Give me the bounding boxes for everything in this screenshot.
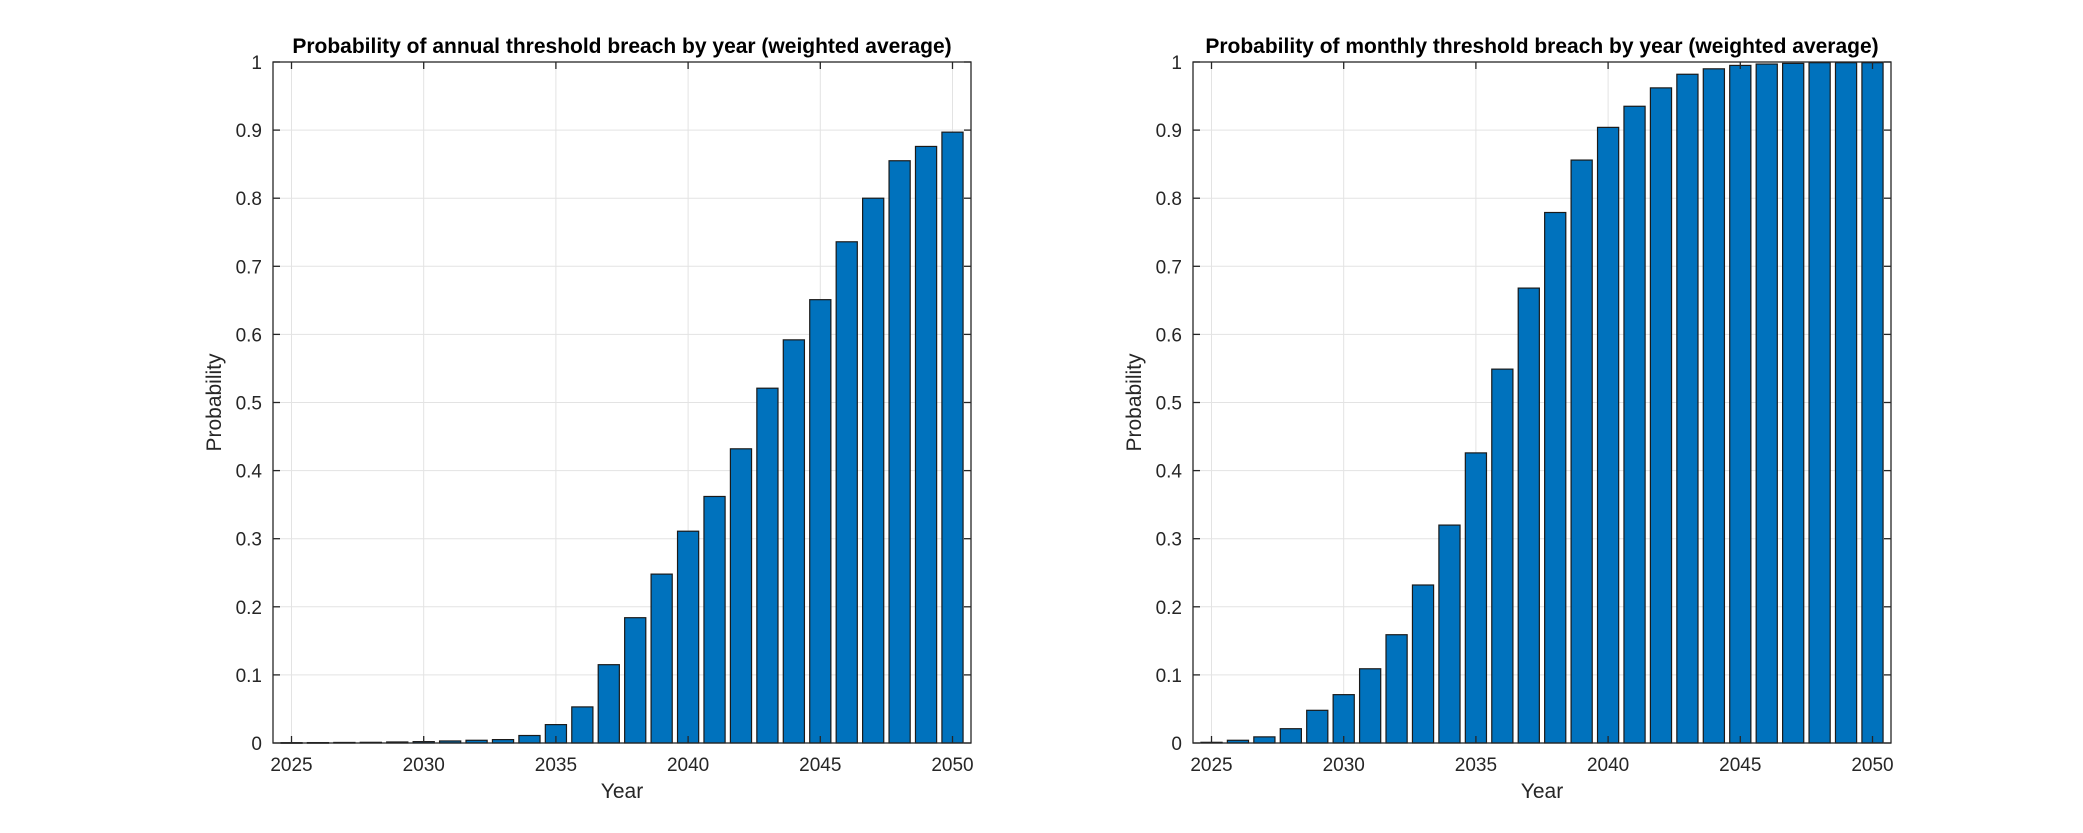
y-tick-label: 0.1 [236, 666, 262, 687]
x-axis-label-annual: Year [601, 780, 643, 803]
bar-2030 [1332, 694, 1355, 744]
y-tick-label: 0.5 [1156, 394, 1182, 415]
bar-2047 [861, 197, 885, 744]
y-tick-label: 0.9 [236, 121, 262, 142]
bar-2036 [1491, 368, 1514, 744]
bar-2045 [809, 299, 832, 744]
x-tick-label: 2025 [1190, 755, 1232, 776]
y-tick-label: 0.2 [236, 598, 262, 619]
x-tick-label: 2035 [1455, 755, 1497, 776]
bar-2039 [650, 573, 673, 744]
chart-annual: 2025 2030 2035 2040 2045 2050 0 0.1 0.2 0.3 0.4 0.5… [203, 35, 974, 803]
bar-2044 [782, 339, 806, 744]
bar-2048 [1808, 62, 1831, 744]
bar-2045 [1729, 64, 1752, 744]
ticks-monthly: 2025 2030 2035 2040 2045 2050 0 0.1 0.2 0.3 0.4 0.5… [1156, 53, 1894, 776]
bar-2049 [914, 145, 938, 744]
x-tick-label: 2050 [1851, 755, 1893, 776]
x-axis-label-monthly: Year [1521, 780, 1563, 803]
bar-2050 [1861, 62, 1884, 744]
x-tick-label: 2045 [799, 755, 841, 776]
y-tick-label: 0.4 [1156, 462, 1183, 483]
x-tick-label: 2030 [1323, 755, 1365, 776]
bar-2038 [624, 617, 647, 744]
bar-2041 [1623, 105, 1646, 744]
bar-2040 [676, 530, 700, 744]
bar-2033 [1411, 584, 1435, 744]
x-tick-label: 2040 [667, 755, 709, 776]
y-tick-label: 1 [251, 53, 262, 74]
bar-2041 [703, 495, 726, 744]
bar-2043 [1676, 73, 1699, 744]
y-tick-label: 0.9 [1156, 121, 1182, 142]
x-tick-label: 2045 [1719, 755, 1761, 776]
y-tick-label: 0.6 [236, 325, 262, 346]
bar-2027 [1253, 736, 1276, 744]
bar-2036 [571, 706, 594, 744]
bar-2039 [1570, 159, 1593, 744]
y-tick-label: 0.6 [1156, 325, 1182, 346]
bar-2035 [1464, 452, 1488, 744]
x-tick-label: 2050 [931, 755, 973, 776]
y-tick-label: 0 [1171, 734, 1182, 755]
y-tick-label: 0.1 [1156, 666, 1182, 687]
y-axis-label-monthly: Probability [1123, 353, 1146, 452]
bar-2049 [1834, 62, 1858, 744]
bars-annual [280, 131, 964, 744]
bar-2048 [888, 160, 911, 744]
chart-monthly: 2025 2030 2035 2040 2045 2050 0 0.1 0.2 0.3 0.4 0.5… [1123, 35, 1894, 803]
bar-2032 [1385, 634, 1408, 744]
bar-2037 [597, 664, 620, 744]
bar-2038 [1544, 211, 1567, 744]
bar-2046 [1755, 63, 1778, 744]
bar-2034 [518, 734, 541, 744]
bar-2046 [835, 241, 858, 744]
bar-2042 [1649, 87, 1673, 744]
chart-title-annual: Probability of annual threshold breach b… [292, 35, 951, 58]
ticks-annual: 2025 2030 2035 2040 2045 2050 0 0.1 0.2 0.3 0.4 0.5… [236, 53, 974, 776]
bar-2037 [1517, 287, 1540, 744]
y-tick-label: 0.7 [236, 257, 262, 278]
bar-2034 [1438, 524, 1461, 744]
bar-2040 [1596, 126, 1620, 744]
x-tick-label: 2040 [1587, 755, 1629, 776]
x-tick-label: 2025 [270, 755, 312, 776]
y-tick-label: 1 [1171, 53, 1182, 74]
bar-2029 [1306, 709, 1329, 744]
y-tick-label: 0.3 [236, 530, 262, 551]
bar-2047 [1781, 62, 1805, 744]
y-tick-label: 0.4 [236, 462, 263, 483]
y-tick-label: 0.2 [1156, 598, 1182, 619]
y-axis-label-annual: Probability [203, 353, 226, 452]
y-tick-label: 0.8 [1156, 189, 1182, 210]
y-tick-label: 0 [251, 734, 262, 755]
y-tick-label: 0.7 [1156, 257, 1182, 278]
x-tick-label: 2035 [535, 755, 577, 776]
y-tick-label: 0.8 [236, 189, 262, 210]
y-tick-label: 0.3 [1156, 530, 1182, 551]
bar-2031 [1358, 668, 1382, 744]
bar-2043 [756, 387, 779, 744]
bar-2044 [1702, 68, 1726, 744]
bar-2028 [1279, 728, 1303, 744]
x-tick-label: 2030 [403, 755, 445, 776]
y-tick-label: 0.5 [236, 394, 262, 415]
chart-title-monthly: Probability of monthly threshold breach … [1205, 35, 1878, 58]
bar-2042 [729, 448, 753, 744]
bar-2050 [941, 131, 964, 744]
